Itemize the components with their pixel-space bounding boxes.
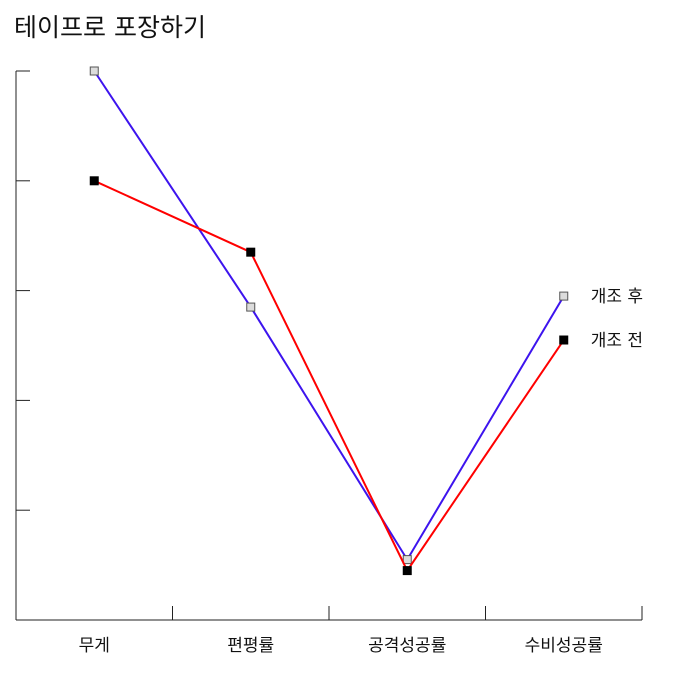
chart-axes: 무게 편평률 공격성공률 수비성공률	[15, 70, 643, 656]
chart-legend: 개조 후개조 전	[591, 287, 643, 351]
x-tick-label: 편평률	[227, 636, 274, 656]
chart-title: 테이프로 포장하기	[14, 13, 206, 42]
series-layer	[89, 66, 569, 576]
x-tick-label: 공격성공률	[368, 636, 446, 656]
x-tick-label: 수비성공률	[525, 636, 603, 656]
data-point	[402, 566, 412, 576]
legend-entry: 개조 전	[591, 331, 643, 351]
x-tick-label: 무게	[79, 636, 110, 656]
data-point	[246, 247, 256, 257]
series-line	[93, 70, 565, 562]
data-point	[89, 176, 99, 186]
series-line	[93, 179, 565, 573]
data-point	[246, 302, 256, 312]
legend-entry: 개조 후	[591, 287, 643, 307]
data-point	[402, 555, 412, 565]
data-point	[559, 291, 569, 301]
data-point	[89, 66, 99, 76]
data-point	[559, 335, 569, 345]
